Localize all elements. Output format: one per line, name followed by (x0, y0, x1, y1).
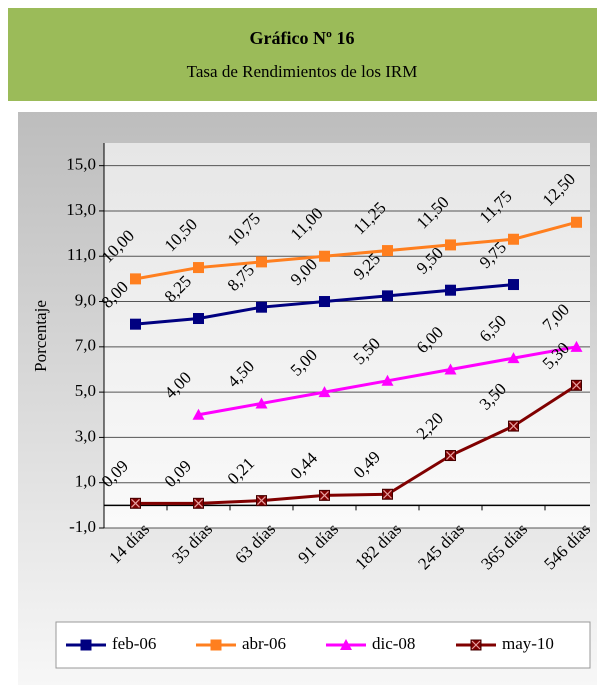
data-point (319, 296, 330, 308)
marker-cross (131, 498, 140, 508)
marker-cross (194, 498, 203, 508)
y-tick-label: 1,0 (75, 472, 96, 491)
marker-cross (471, 640, 481, 650)
header-box (8, 8, 597, 101)
legend-marker (340, 639, 352, 650)
data-point (507, 352, 520, 364)
marker-cross (509, 421, 518, 431)
y-tick-label: 7,0 (75, 336, 96, 355)
y-tick-label: 11,0 (67, 245, 96, 264)
y-tick-label: 13,0 (66, 200, 96, 219)
data-point (571, 216, 582, 228)
legend-box (55, 621, 591, 669)
legend-label: feb-06 (112, 634, 156, 653)
data-point (130, 318, 141, 330)
y-tick-label: -1,0 (69, 517, 96, 536)
data-point (381, 374, 394, 386)
marker-cross (383, 489, 392, 499)
marker-cross (257, 496, 266, 506)
y-tick-label: 3,0 (75, 426, 96, 445)
legend-label: dic-08 (372, 634, 415, 653)
legend-label: may-10 (502, 634, 554, 653)
series-line (135, 384, 578, 505)
data-point (570, 340, 583, 352)
plot-area (104, 143, 590, 528)
chart-subtitle: Tasa de Rendimientos de los IRM (187, 62, 418, 81)
marker-cross (320, 490, 329, 500)
data-point (382, 290, 393, 302)
y-tick-label: 15,0 (66, 155, 96, 174)
data-point (319, 250, 330, 262)
y-tick-label: 5,0 (75, 381, 96, 400)
y-axis-label: Porcentaje (31, 300, 50, 372)
legend-marker (80, 639, 92, 651)
data-point (192, 408, 205, 420)
series-line (135, 220, 577, 281)
data-point (256, 256, 267, 268)
data-point (256, 301, 267, 313)
chart-title: Gráfico Nº 16 (250, 28, 355, 48)
marker-cross (572, 380, 581, 390)
y-tick-label: 9,0 (75, 290, 96, 309)
legend-label: abr-06 (242, 634, 286, 653)
data-point (445, 239, 456, 251)
data-point (508, 279, 519, 291)
data-point (508, 233, 519, 245)
data-point (130, 273, 141, 285)
marker-cross (446, 451, 455, 460)
legend-marker (210, 639, 222, 651)
data-point (444, 363, 457, 375)
data-point (193, 262, 204, 274)
data-point (255, 397, 268, 409)
data-point (445, 284, 456, 296)
data-point (382, 245, 393, 257)
data-point (193, 313, 204, 325)
data-point (318, 386, 331, 398)
